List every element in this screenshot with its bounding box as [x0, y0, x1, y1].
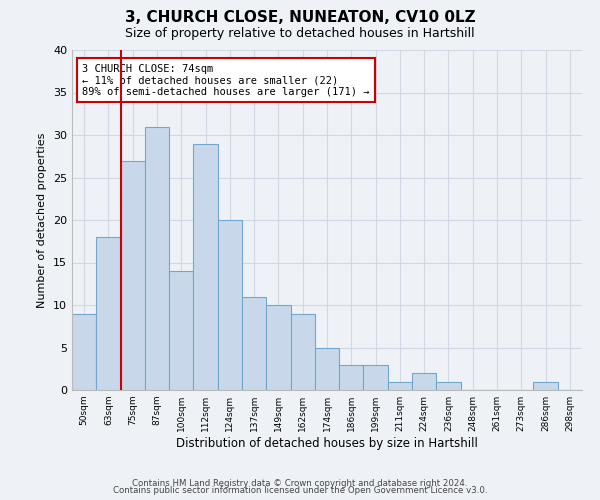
- Y-axis label: Number of detached properties: Number of detached properties: [37, 132, 47, 308]
- Bar: [388, 382, 412, 390]
- Text: Contains public sector information licensed under the Open Government Licence v3: Contains public sector information licen…: [113, 486, 487, 495]
- Bar: [266, 305, 290, 390]
- Text: Contains HM Land Registry data © Crown copyright and database right 2024.: Contains HM Land Registry data © Crown c…: [132, 478, 468, 488]
- Bar: [242, 296, 266, 390]
- Bar: [72, 314, 96, 390]
- Bar: [364, 364, 388, 390]
- Bar: [315, 348, 339, 390]
- Bar: [533, 382, 558, 390]
- X-axis label: Distribution of detached houses by size in Hartshill: Distribution of detached houses by size …: [176, 437, 478, 450]
- Bar: [145, 126, 169, 390]
- Bar: [218, 220, 242, 390]
- Bar: [193, 144, 218, 390]
- Bar: [412, 373, 436, 390]
- Bar: [169, 271, 193, 390]
- Text: 3 CHURCH CLOSE: 74sqm
← 11% of detached houses are smaller (22)
89% of semi-deta: 3 CHURCH CLOSE: 74sqm ← 11% of detached …: [82, 64, 370, 97]
- Text: 3, CHURCH CLOSE, NUNEATON, CV10 0LZ: 3, CHURCH CLOSE, NUNEATON, CV10 0LZ: [125, 10, 475, 25]
- Text: Size of property relative to detached houses in Hartshill: Size of property relative to detached ho…: [125, 28, 475, 40]
- Bar: [96, 237, 121, 390]
- Bar: [436, 382, 461, 390]
- Bar: [121, 160, 145, 390]
- Bar: [290, 314, 315, 390]
- Bar: [339, 364, 364, 390]
